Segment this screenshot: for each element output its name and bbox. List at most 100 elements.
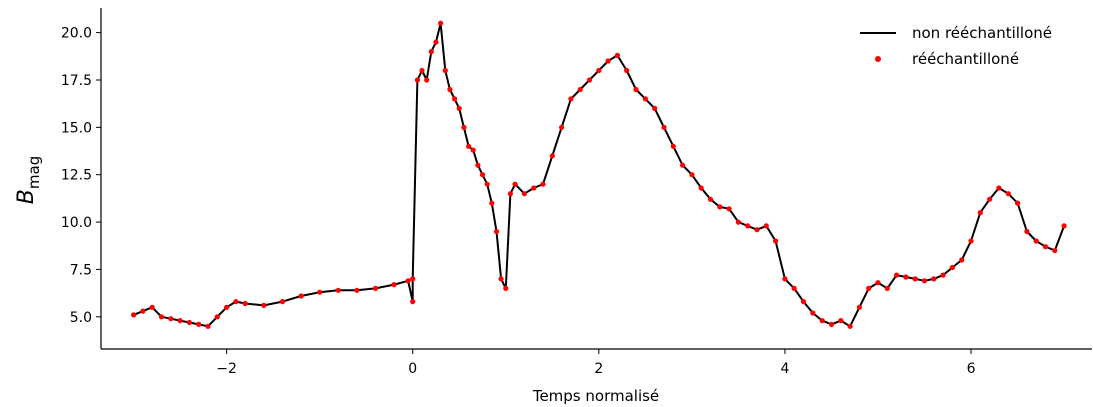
- data-point: [372, 285, 379, 291]
- data-point: [131, 312, 137, 318]
- data-point: [940, 272, 946, 278]
- data-point: [1052, 247, 1058, 254]
- data-point: [452, 96, 458, 102]
- data-point: [1033, 238, 1039, 244]
- data-point: [242, 300, 248, 307]
- data-point: [931, 276, 937, 282]
- data-point: [921, 278, 928, 284]
- data-point: [633, 86, 639, 93]
- legend-marker-swatch: [875, 56, 881, 62]
- x-tick-label: 0: [408, 361, 417, 377]
- data-point: [168, 316, 174, 322]
- y-axis-label-main: B: [14, 189, 39, 204]
- data-point: [689, 172, 695, 178]
- data-point: [279, 299, 286, 305]
- data-point: [782, 276, 788, 282]
- data-point: [680, 162, 686, 168]
- data-point: [489, 200, 495, 206]
- data-point: [484, 181, 490, 187]
- legend-label-markers: rééchantilloné: [912, 50, 1019, 68]
- y-tick-label: 20.0: [61, 26, 92, 42]
- data-point: [791, 285, 797, 291]
- data-point: [894, 272, 900, 278]
- data-point: [773, 238, 779, 244]
- data-point: [298, 293, 304, 299]
- data-point: [819, 318, 825, 324]
- data-point: [317, 289, 323, 295]
- data-point: [414, 77, 420, 83]
- data-point: [428, 49, 434, 55]
- data-point: [810, 310, 816, 316]
- y-tick-label: 15.0: [61, 120, 92, 136]
- data-point: [424, 77, 430, 83]
- data-point: [214, 314, 220, 320]
- data-point: [540, 181, 546, 187]
- data-point: [735, 219, 742, 225]
- data-point: [559, 124, 565, 130]
- axes: [100, 8, 1092, 350]
- data-point: [568, 96, 574, 102]
- data-point: [433, 39, 439, 45]
- data-point: [698, 185, 704, 191]
- data-point: [479, 172, 486, 178]
- data-point: [224, 304, 230, 310]
- data-point: [391, 282, 397, 288]
- data-point: [503, 285, 509, 291]
- data-point: [410, 276, 416, 282]
- data-point: [745, 223, 751, 229]
- y-tick-label: 10.0: [61, 215, 92, 231]
- data-point: [205, 323, 211, 329]
- data-point: [470, 147, 476, 153]
- data-point: [866, 285, 872, 291]
- data-point: [475, 162, 481, 168]
- x-tick-label: 4: [780, 361, 789, 377]
- data-point: [461, 124, 467, 130]
- x-tick-label: −2: [216, 361, 237, 377]
- data-point: [577, 86, 583, 93]
- data-point: [763, 223, 769, 229]
- x-axis-label: Temps normalisé: [532, 387, 659, 405]
- data-point: [847, 323, 853, 329]
- data-point: [838, 318, 844, 324]
- data-point: [959, 257, 965, 263]
- data-point: [456, 105, 462, 111]
- data-point: [1061, 223, 1067, 229]
- data-point: [335, 287, 341, 293]
- data-point: [586, 77, 593, 83]
- data-point: [410, 299, 416, 305]
- x-tick-label: 6: [967, 361, 976, 377]
- data-point: [1015, 200, 1021, 206]
- y-tick-label: 7.5: [70, 262, 92, 278]
- data-point: [996, 185, 1002, 191]
- data-point: [652, 105, 658, 111]
- data-point: [233, 299, 239, 305]
- series-markers: [131, 20, 1067, 329]
- data-point: [498, 276, 504, 282]
- data-point: [912, 276, 918, 282]
- data-point: [196, 321, 202, 327]
- data-point: [968, 238, 974, 244]
- data-point: [949, 264, 956, 271]
- data-point: [707, 196, 714, 202]
- data-point: [605, 58, 611, 64]
- legend: non rééchantilloné rééchantilloné: [860, 24, 1052, 68]
- x-ticks: −2 0 2 4 6: [216, 349, 976, 377]
- data-point: [1005, 191, 1011, 197]
- data-point: [1024, 228, 1030, 235]
- data-point: [661, 124, 667, 130]
- y-tick-label: 12.5: [61, 168, 92, 184]
- data-point: [405, 278, 411, 284]
- data-point: [149, 304, 155, 310]
- data-point: [512, 181, 518, 187]
- data-point: [800, 299, 807, 305]
- y-axis-label-sub: mag: [25, 156, 43, 189]
- data-point: [186, 319, 192, 326]
- data-point: [884, 285, 890, 291]
- data-point: [596, 67, 602, 74]
- data-point: [419, 67, 425, 74]
- data-point: [717, 204, 723, 210]
- data-point: [903, 274, 909, 280]
- data-point: [828, 321, 835, 327]
- data-point: [549, 153, 555, 159]
- data-point: [466, 143, 472, 149]
